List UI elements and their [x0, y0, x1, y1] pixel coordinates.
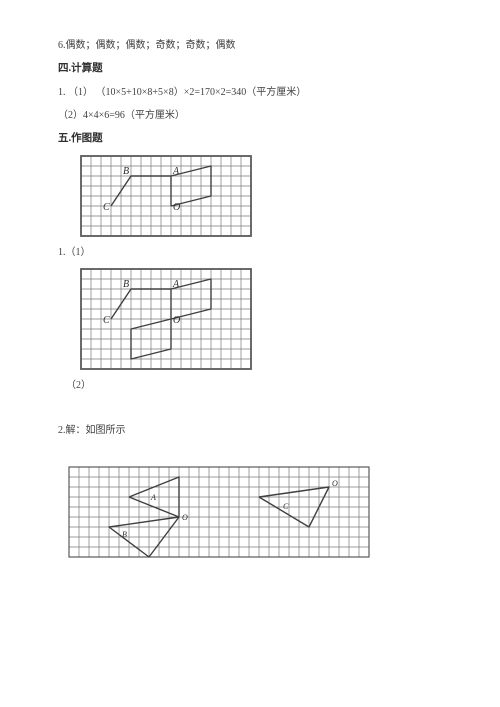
section-4-heading: 四.计算题 [58, 61, 442, 77]
svg-text:C: C [103, 202, 110, 213]
section-5-heading: 五.作图题 [58, 131, 442, 147]
svg-text:C: C [103, 315, 110, 326]
q1-part1-label: 1.（1） [58, 245, 442, 260]
svg-text:B: B [123, 279, 129, 290]
figure-2-grid: B A C O [80, 268, 252, 370]
sec4-line2: （2）4×4×6=96（平方厘米） [58, 108, 442, 123]
svg-text:O: O [332, 479, 338, 488]
figure-3-grid: A O B C O [68, 466, 442, 558]
figure-1-grid: B A C O [80, 155, 442, 237]
svg-text:A: A [172, 166, 180, 177]
svg-text:C: C [283, 502, 289, 511]
svg-text:A: A [172, 279, 180, 290]
svg-text:O: O [182, 513, 188, 522]
svg-text:B: B [123, 166, 129, 177]
svg-text:B: B [122, 530, 127, 539]
sec4-line1: 1. （1） （10×5+10×8+5×8）×2=170×2=340（平方厘米） [58, 85, 442, 100]
svg-text:O: O [173, 202, 180, 213]
svg-text:O: O [173, 315, 180, 326]
answer-6: 6.偶数；偶数；偶数；奇数；奇数；偶数 [58, 38, 442, 53]
q1-part2-label: （2） [66, 378, 442, 393]
svg-text:A: A [150, 493, 156, 502]
q2-label: 2.解：如图所示 [58, 423, 442, 438]
